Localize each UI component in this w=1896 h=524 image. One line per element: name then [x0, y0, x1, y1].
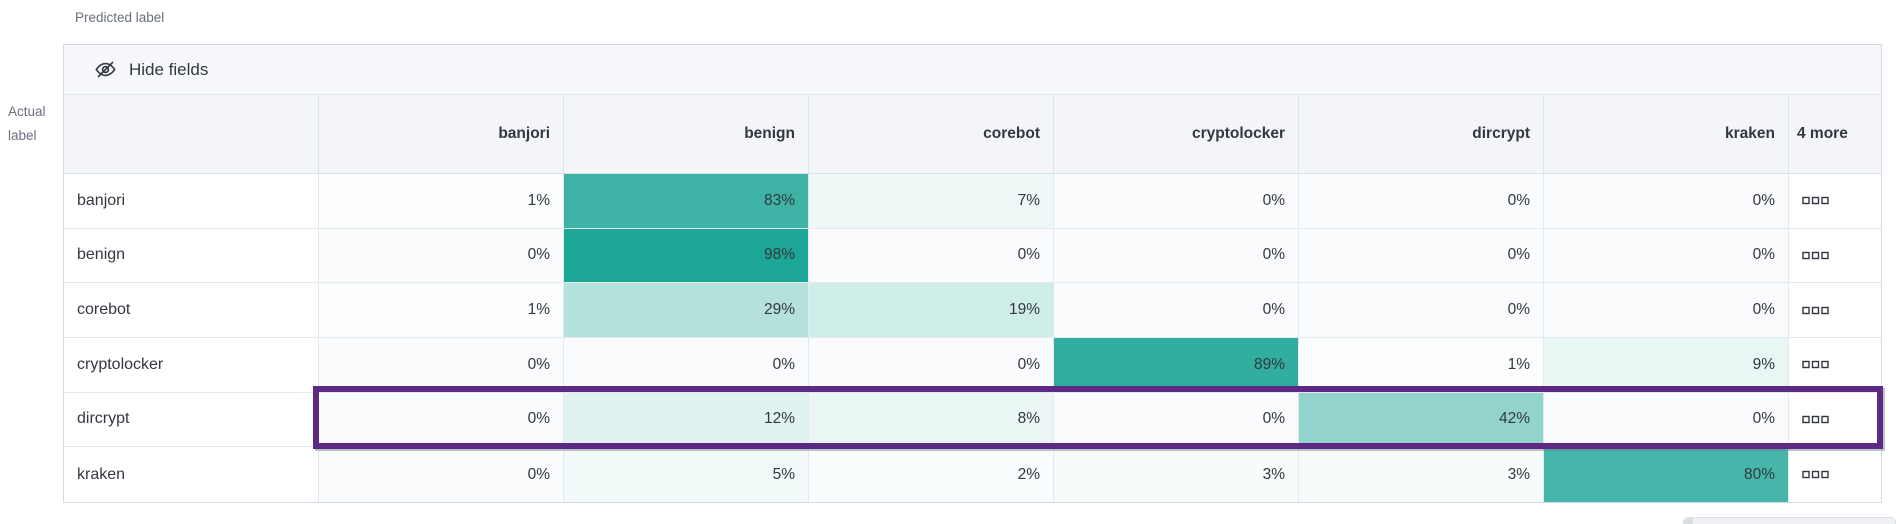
cell-corebot-benign: 29%: [563, 283, 808, 337]
cell-banjori-kraken: 0%: [1543, 174, 1788, 228]
table-row-benign: benign 0% 98% 0% 0% 0% 0%: [64, 228, 1881, 284]
column-header-corebot: corebot: [808, 95, 1053, 173]
row-label-cryptolocker: cryptolocker: [64, 337, 318, 392]
corner-header-cell: [64, 95, 318, 173]
cell-kraken-dircrypt: 3%: [1298, 447, 1543, 502]
row-actions-button[interactable]: [1788, 337, 1881, 392]
boxes-horizontal-icon: [1802, 196, 1829, 205]
data-grid-toolbar: Hide fields: [64, 45, 1881, 95]
table-row-dircrypt: dircrypt 0% 12% 8% 0% 42% 0%: [64, 392, 1881, 448]
column-header-dircrypt: dircrypt: [1298, 95, 1543, 173]
actual-label-axis-title: Actual label: [8, 104, 46, 143]
cell-banjori-corebot: 7%: [808, 174, 1053, 228]
cell-banjori-benign: 83%: [563, 174, 808, 228]
column-header-row: banjori benign corebot cryptolocker dircrypt…: [64, 95, 1881, 174]
column-header-cryptolocker: cryptolocker: [1053, 95, 1298, 173]
cell-kraken-kraken: 80%: [1543, 447, 1788, 502]
cell-cryptolocker-dircrypt: 1%: [1298, 337, 1543, 392]
cell-kraken-benign: 5%: [563, 447, 808, 502]
table-row-kraken: kraken 0% 5% 2% 3% 3% 80%: [64, 447, 1881, 502]
cell-corebot-corebot: 19%: [808, 283, 1053, 337]
cell-benign-cryptolocker: 0%: [1053, 228, 1298, 283]
row-actions-button[interactable]: [1788, 447, 1881, 502]
boxes-horizontal-icon: [1802, 470, 1829, 479]
bottom-right-panel-edge: [1683, 517, 1896, 524]
eye-slash-icon: [95, 59, 116, 80]
row-actions-button[interactable]: [1788, 392, 1881, 447]
cell-benign-benign: 98%: [563, 228, 808, 283]
cell-corebot-dircrypt: 0%: [1298, 283, 1543, 337]
cell-corebot-banjori: 1%: [318, 283, 563, 337]
cell-corebot-kraken: 0%: [1543, 283, 1788, 337]
cell-dircrypt-banjori: 0%: [318, 392, 563, 447]
boxes-horizontal-icon: [1802, 415, 1829, 424]
cell-corebot-cryptolocker: 0%: [1053, 283, 1298, 337]
matrix-body: banjori 1% 83% 7% 0% 0% 0% benign 0% 98% 0% 0% 0% 0%…: [64, 174, 1881, 502]
cell-kraken-banjori: 0%: [318, 447, 563, 502]
cell-benign-kraken: 0%: [1543, 228, 1788, 283]
row-label-benign: benign: [64, 228, 318, 283]
cell-cryptolocker-benign: 0%: [563, 337, 808, 392]
cell-banjori-cryptolocker: 0%: [1053, 174, 1298, 228]
cell-benign-banjori: 0%: [318, 228, 563, 283]
boxes-horizontal-icon: [1802, 306, 1829, 315]
cell-kraken-cryptolocker: 3%: [1053, 447, 1298, 502]
row-label-banjori: banjori: [64, 174, 318, 228]
cell-banjori-banjori: 1%: [318, 174, 563, 228]
row-label-dircrypt: dircrypt: [64, 392, 318, 447]
boxes-horizontal-icon: [1802, 251, 1829, 260]
cell-dircrypt-benign: 12%: [563, 392, 808, 447]
column-header-kraken: kraken: [1543, 95, 1788, 173]
row-actions-button[interactable]: [1788, 174, 1881, 228]
table-row-banjori: banjori 1% 83% 7% 0% 0% 0%: [64, 174, 1881, 229]
cell-dircrypt-dircrypt: 42%: [1298, 392, 1543, 447]
hide-fields-label: Hide fields: [129, 59, 209, 79]
cell-dircrypt-corebot: 8%: [808, 392, 1053, 447]
cell-cryptolocker-cryptolocker: 89%: [1053, 337, 1298, 392]
cell-kraken-corebot: 2%: [808, 447, 1053, 502]
table-row-corebot: corebot 1% 29% 19% 0% 0% 0%: [64, 283, 1881, 338]
cell-banjori-dircrypt: 0%: [1298, 174, 1543, 228]
cell-cryptolocker-kraken: 9%: [1543, 337, 1788, 392]
cell-dircrypt-kraken: 0%: [1543, 392, 1788, 447]
cell-cryptolocker-banjori: 0%: [318, 337, 563, 392]
cell-cryptolocker-corebot: 0%: [808, 337, 1053, 392]
cell-dircrypt-cryptolocker: 0%: [1053, 392, 1298, 447]
hidden-columns-header: 4 more: [1788, 95, 1881, 173]
hide-fields-button[interactable]: Hide fields: [95, 59, 208, 80]
column-header-benign: benign: [563, 95, 808, 173]
column-header-banjori: banjori: [318, 95, 563, 173]
row-actions-button[interactable]: [1788, 228, 1881, 283]
boxes-horizontal-icon: [1802, 360, 1829, 369]
row-actions-button[interactable]: [1788, 283, 1881, 337]
cell-benign-corebot: 0%: [808, 228, 1053, 283]
row-label-kraken: kraken: [64, 447, 318, 502]
cell-benign-dircrypt: 0%: [1298, 228, 1543, 283]
table-row-cryptolocker: cryptolocker 0% 0% 0% 89% 1% 9%: [64, 337, 1881, 393]
predicted-label-axis-title: Predicted label: [75, 10, 165, 25]
confusion-matrix-table: Hide fields banjori benign corebot cryptolo…: [63, 44, 1882, 503]
row-label-corebot: corebot: [64, 283, 318, 337]
